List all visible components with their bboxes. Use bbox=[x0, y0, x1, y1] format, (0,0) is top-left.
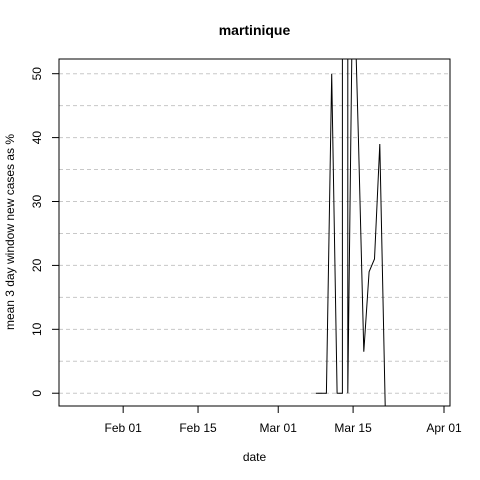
x-tick-label: Apr 01 bbox=[426, 421, 462, 435]
x-tick-label: Feb 01 bbox=[104, 421, 142, 435]
y-tick-label: 20 bbox=[30, 258, 44, 272]
x-axis-label: date bbox=[243, 450, 267, 464]
y-tick-label: 50 bbox=[30, 67, 44, 81]
series-line bbox=[315, 59, 386, 406]
y-tick-label: 10 bbox=[30, 322, 44, 336]
y-tick-label: 30 bbox=[30, 195, 44, 209]
plot-frame bbox=[58, 58, 451, 407]
x-tick-label: Feb 15 bbox=[179, 421, 217, 435]
x-tick-label: Mar 01 bbox=[260, 421, 298, 435]
y-axis-label: mean 3 day window new cases as % bbox=[3, 134, 17, 330]
gridlines bbox=[59, 73, 450, 394]
y-axis: 0 10 20 30 40 50 bbox=[30, 67, 60, 397]
x-axis: Feb 01 Feb 15 Mar 01 Mar 15 Apr 01 bbox=[104, 405, 462, 435]
y-tick-label: 0 bbox=[30, 390, 44, 397]
x-tick-label: Mar 15 bbox=[334, 421, 372, 435]
y-tick-label: 40 bbox=[30, 131, 44, 145]
series-layer bbox=[315, 59, 386, 406]
chart-title: martinique bbox=[219, 22, 291, 38]
